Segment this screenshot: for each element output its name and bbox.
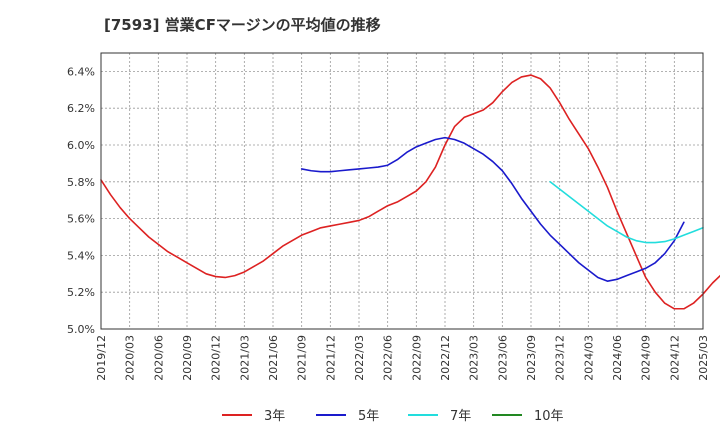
y-axis-ticks: 5.0% 5.2% 5.4% 5.6% 5.8% 6.0% 6.2% 6.4%	[67, 65, 95, 336]
x-tick-label: 2021/06	[267, 335, 280, 381]
x-tick-label: 2021/12	[324, 335, 337, 381]
x-axis-ticks: 2019/12 2020/03 2020/06 2020/09 2020/12 2021/…	[95, 335, 710, 381]
x-tick-label: 2022/12	[439, 335, 452, 381]
x-tick-label: 2023/09	[525, 335, 538, 381]
x-tick-label: 2024/12	[668, 335, 681, 381]
legend-label-10年: 10年	[534, 409, 564, 424]
plot-border	[100, 52, 704, 330]
y-tick-label: 5.4%	[67, 249, 95, 262]
x-tick-label: 2025/03	[697, 335, 710, 381]
x-tick-label: 2022/09	[410, 335, 423, 381]
x-tick-label: 2022/06	[382, 335, 395, 381]
x-tick-label: 2023/12	[554, 335, 567, 381]
y-tick-label: 5.6%	[67, 213, 95, 226]
series-lines	[100, 74, 720, 310]
y-tick-label: 6.0%	[67, 139, 95, 152]
y-tick-label: 5.0%	[67, 323, 95, 336]
x-tick-label: 2021/09	[296, 335, 309, 381]
legend-label-3年: 3年	[264, 409, 285, 424]
x-tick-label: 2024/06	[611, 335, 624, 381]
plot-area	[101, 53, 703, 329]
series-line-3年	[100, 74, 720, 310]
x-tick-label: 2020/03	[124, 335, 137, 381]
x-tick-label: 2020/06	[152, 335, 165, 381]
x-tick-label: 2020/12	[210, 335, 223, 381]
legend: 3年 5年 7年 10年	[222, 409, 564, 424]
y-tick-label: 6.4%	[67, 65, 95, 78]
x-tick-label: 2024/09	[640, 335, 653, 381]
y-tick-label: 6.2%	[67, 102, 95, 115]
x-tick-label: 2023/03	[468, 335, 481, 381]
x-tick-label: 2022/03	[353, 335, 366, 381]
x-tick-label: 2024/03	[582, 335, 595, 381]
x-tick-label: 2020/09	[181, 335, 194, 381]
y-tick-label: 5.8%	[67, 176, 95, 189]
x-tick-label: 2023/06	[496, 335, 509, 381]
y-tick-label: 5.2%	[67, 286, 95, 299]
x-tick-label: 2019/12	[95, 335, 108, 381]
x-tick-label: 2021/03	[238, 335, 251, 381]
legend-label-7年: 7年	[450, 409, 471, 424]
legend-label-5年: 5年	[358, 409, 379, 424]
series-line-7年	[549, 181, 704, 244]
series-line-5年	[300, 136, 685, 282]
chart-title: [7593] 営業CFマージンの平均値の推移	[104, 16, 381, 34]
